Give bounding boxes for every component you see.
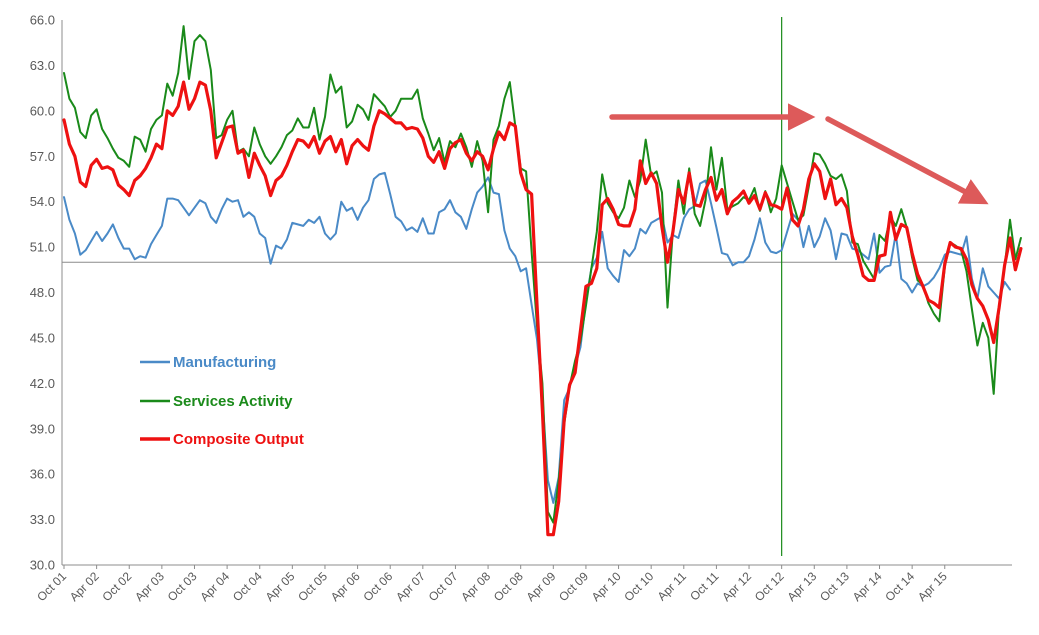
x-tick-label: Apr 02 bbox=[67, 569, 102, 604]
x-tick-label: Apr 05 bbox=[263, 569, 298, 604]
legend-label-manufacturing: Manufacturing bbox=[173, 354, 276, 371]
x-tick-label: Oct 10 bbox=[621, 569, 656, 604]
y-tick-label: 66.0 bbox=[30, 13, 55, 28]
y-tick-label: 45.0 bbox=[30, 330, 55, 345]
y-tick-label: 63.0 bbox=[30, 58, 55, 73]
y-tick-label: 30.0 bbox=[30, 558, 55, 573]
x-tick-label: Oct 07 bbox=[426, 569, 461, 604]
y-tick-labels: 30.0 33.0 36.0 39.0 42.0 45.0 48.0 51.0 54.0 57.0… bbox=[30, 13, 55, 573]
y-tick-label: 48.0 bbox=[30, 285, 55, 300]
x-tick-label: Apr 11 bbox=[655, 569, 690, 604]
x-tick-label: Apr 07 bbox=[393, 569, 428, 604]
series-line-composite-output bbox=[62, 80, 1023, 537]
y-tick-label: 36.0 bbox=[30, 467, 55, 482]
x-tick-label: Oct 14 bbox=[882, 569, 917, 604]
x-tick-label: Oct 11 bbox=[687, 569, 721, 603]
y-tick-label: 60.0 bbox=[30, 103, 55, 118]
x-tick-label: Apr 08 bbox=[458, 569, 493, 604]
x-tick-label: Oct 13 bbox=[817, 569, 852, 604]
annotation-arrow-down-right bbox=[825, 116, 989, 205]
x-tick-label: Apr 10 bbox=[589, 569, 624, 604]
x-tick-label: Oct 08 bbox=[491, 569, 526, 604]
x-tick-label: Apr 12 bbox=[719, 569, 754, 604]
x-tick-label: Apr 09 bbox=[524, 569, 559, 604]
y-tick-label: 42.0 bbox=[30, 376, 55, 391]
axes-layer bbox=[61, 20, 1012, 566]
x-tick-label: Apr 06 bbox=[328, 569, 363, 604]
x-tick-label: Oct 09 bbox=[556, 569, 591, 604]
y-tick-label: 33.0 bbox=[30, 512, 55, 527]
annotation-arrows bbox=[609, 103, 989, 205]
legend: Manufacturing Services Activity Composite … bbox=[140, 354, 304, 448]
x-tick-label: Oct 02 bbox=[99, 569, 134, 604]
x-tick-label: Oct 06 bbox=[360, 569, 395, 604]
y-tick-label: 39.0 bbox=[30, 421, 55, 436]
series-layer bbox=[62, 25, 1023, 537]
y-tick-label: 51.0 bbox=[30, 240, 55, 255]
x-tick-label: Apr 14 bbox=[850, 569, 885, 604]
series-line-manufacturing bbox=[63, 171, 1011, 504]
legend-label-composite-output: Composite Output bbox=[173, 431, 304, 448]
y-tick-label: 57.0 bbox=[30, 149, 55, 164]
x-tick-label: Oct 05 bbox=[295, 569, 330, 604]
x-tick-label: Apr 13 bbox=[784, 569, 819, 604]
x-tick-label: Oct 01 bbox=[34, 569, 69, 604]
x-tick-label: Oct 12 bbox=[752, 569, 787, 604]
x-tick-label: Oct 04 bbox=[230, 569, 265, 604]
x-tick-label: Oct 03 bbox=[165, 569, 200, 604]
legend-label-services-activity: Services Activity bbox=[173, 393, 293, 410]
x-tick-label: Apr 03 bbox=[132, 569, 167, 604]
y-tick-label: 54.0 bbox=[30, 194, 55, 209]
x-tick-label: Apr 15 bbox=[915, 569, 950, 604]
x-tick-label: Apr 04 bbox=[197, 569, 232, 604]
